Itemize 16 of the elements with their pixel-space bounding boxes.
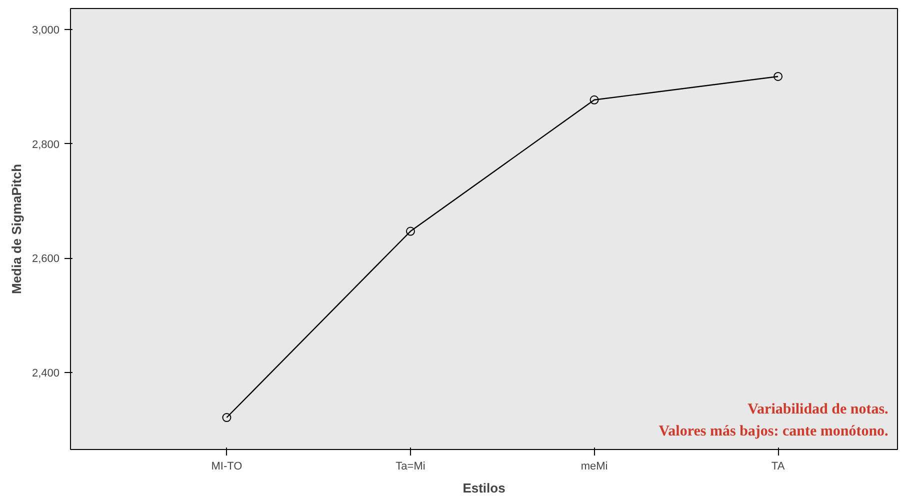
point [406,226,415,236]
y-tick-label: 2,400 [32,367,60,380]
point [774,72,783,81]
x-tick-label: MI-TO [211,460,243,472]
x-axis-title: Estilos [462,480,506,496]
x-tick-label: TA [771,460,786,472]
point [590,95,599,104]
y-axis-title: Media de SigmaPitch [8,164,24,294]
y-tick-label: 2,600 [32,253,60,266]
x-tick-label: meMi [580,460,608,472]
x-tick-label: Ta=Mi [396,460,426,472]
point [222,413,232,422]
y-tick-label: 3,000 [32,24,60,37]
annotation: Variabilidad de notas. [748,402,889,418]
y-tick-label: 2,800 [32,138,60,151]
annotation: Valores más bajos: cante monótono. [658,424,889,440]
